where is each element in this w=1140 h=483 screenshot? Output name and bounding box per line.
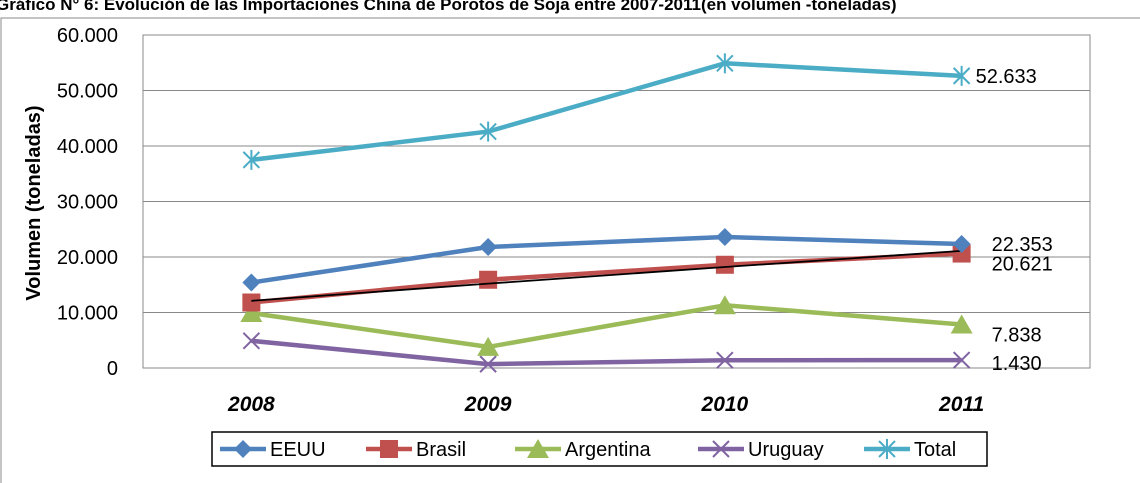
series-line: [251, 303, 962, 350]
data-point: [950, 314, 973, 334]
data-point: [242, 293, 261, 312]
data-label: 20.621: [992, 254, 1053, 276]
data-label: 1.430: [992, 353, 1042, 375]
series-line: [251, 338, 962, 367]
data-point: [479, 121, 497, 142]
data-point: [878, 439, 896, 459]
plot-area: [142, 34, 1091, 369]
legend-item-argentina: Argentina: [515, 439, 651, 461]
data-point: [479, 270, 498, 289]
chart-border: [0, 17, 1140, 483]
data-point: [713, 295, 736, 315]
data-point: [242, 273, 261, 292]
y-tick-label: 20.000: [57, 247, 118, 269]
gridlines: [142, 34, 1091, 369]
data-point: [479, 238, 498, 257]
data-point: [716, 351, 734, 369]
legend-item-uruguay: Uruguay: [698, 439, 824, 461]
series-line: [251, 251, 962, 305]
x-tick-label: 2008: [227, 393, 275, 416]
chart-title: Gráfico N° 6: Evolución de las Importaci…: [0, 0, 897, 14]
y-tick-label: 50.000: [57, 81, 118, 103]
data-point: [715, 255, 734, 274]
data-point: [380, 440, 398, 458]
data-point: [527, 439, 549, 458]
y-tick-label: 60.000: [57, 25, 118, 47]
data-point: [479, 355, 497, 373]
series-total: [242, 53, 971, 170]
legend-label: Uruguay: [748, 439, 824, 461]
data-point: [242, 332, 261, 350]
y-tick-label: 30.000: [57, 192, 118, 214]
data-label: 22.353: [992, 234, 1053, 256]
legend-item-total: Total: [864, 439, 956, 461]
series-line: [251, 61, 962, 163]
data-label: 7.838: [992, 324, 1042, 346]
data-point: [716, 53, 734, 74]
data-point: [952, 351, 971, 369]
data-point: [952, 244, 971, 263]
legend-item-brasil: Brasil: [366, 439, 466, 461]
x-tick-label: 2009: [464, 393, 512, 416]
y-axis-label: Volumen (toneladas): [23, 105, 45, 300]
data-point: [712, 440, 730, 458]
x-axis-ticks: 2008 2009 2010 2011: [227, 393, 984, 416]
legend-label: EEUU: [270, 439, 326, 461]
data-point: [715, 228, 734, 247]
series-eeuu: [242, 228, 971, 292]
x-tick-label: 2011: [938, 393, 984, 416]
data-point: [952, 65, 971, 86]
trendline: [251, 249, 962, 302]
series-uruguay: [242, 332, 971, 373]
series-line: [251, 234, 962, 285]
y-tick-label: 0: [107, 358, 118, 380]
data-point: [952, 234, 971, 253]
y-tick-label: 40.000: [57, 136, 118, 158]
legend-label: Total: [914, 439, 956, 461]
x-tick-label: 2010: [701, 393, 749, 416]
data-point: [477, 336, 500, 356]
legend-item-eeuu: EEUU: [220, 439, 326, 461]
y-axis-ticks: 0 10.000 20.000 30.000 40.000 50.000 60.000: [57, 25, 118, 380]
series-layer: [240, 53, 973, 373]
data-point: [240, 303, 263, 323]
series-brasil: [242, 244, 971, 312]
legend-label: Brasil: [416, 439, 466, 461]
data-point: [242, 149, 261, 170]
data-point: [234, 440, 252, 458]
legend-label: Argentina: [565, 439, 651, 461]
legend-box: [211, 431, 988, 467]
series-argentina: [240, 295, 973, 356]
legend: EEUU Brasil Argentina Uruguay Total: [211, 431, 988, 467]
y-tick-label: 10.000: [57, 303, 118, 325]
data-label: 52.633: [976, 66, 1037, 88]
